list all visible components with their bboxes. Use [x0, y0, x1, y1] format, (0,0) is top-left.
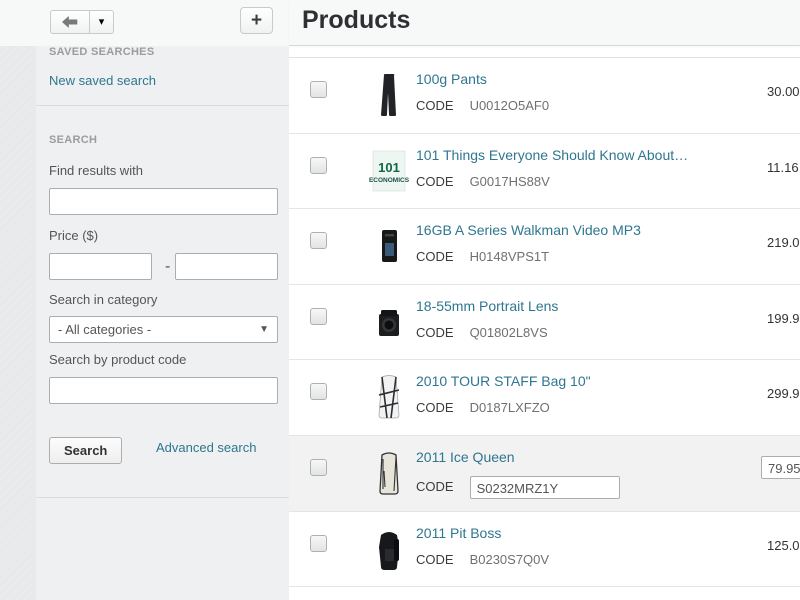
svg-text:ECONOMICS: ECONOMICS: [369, 177, 409, 184]
svg-text:101: 101: [378, 160, 400, 175]
